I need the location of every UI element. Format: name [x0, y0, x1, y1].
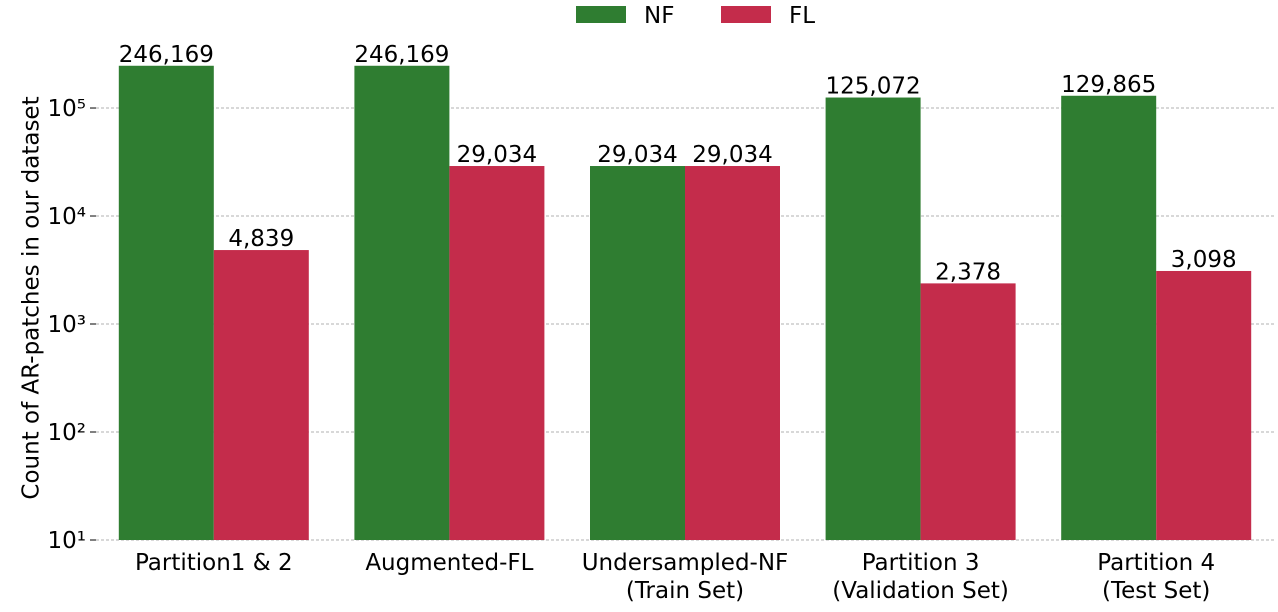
value-label: 4,839	[228, 226, 294, 252]
legend-swatch	[576, 6, 626, 23]
legend-label: FL	[789, 3, 815, 29]
x-tick-label: Partition 4 (Test Set)	[1097, 550, 1215, 604]
y-tick-label: 10³	[48, 312, 87, 338]
value-label: 29,034	[457, 142, 537, 168]
value-label: 29,034	[692, 142, 772, 168]
x-tick-label: Partition1 & 2	[135, 550, 293, 576]
x-tick-label: Augmented-FL	[365, 550, 533, 576]
legend-label: NF	[644, 3, 674, 29]
legend-swatch	[721, 6, 771, 23]
x-tick-label: Partition 3 (Validation Set)	[832, 550, 1009, 604]
value-label: 125,072	[826, 74, 921, 100]
x-tick-label: Undersampled-NF (Train Set)	[582, 550, 789, 604]
bar	[685, 166, 780, 540]
value-label: 246,169	[119, 42, 214, 68]
bar	[825, 97, 921, 540]
y-tick-label: 10⁵	[48, 96, 87, 122]
value-label: 2,378	[935, 259, 1001, 285]
bar	[118, 65, 214, 540]
value-label: 246,169	[354, 42, 449, 68]
bar	[354, 65, 450, 540]
bar	[590, 166, 685, 540]
bar	[920, 283, 1016, 540]
y-tick-label: 10⁴	[48, 204, 87, 230]
bar	[213, 250, 309, 540]
value-label: 129,865	[1061, 72, 1156, 98]
value-label: 29,034	[597, 142, 677, 168]
y-axis-label: Count of AR-patches in our dataset	[19, 96, 45, 499]
bar	[1156, 270, 1252, 540]
y-tick-label: 10¹	[48, 528, 87, 554]
value-label: 3,098	[1171, 247, 1237, 273]
y-tick-label: 10²	[48, 420, 87, 446]
bar	[1061, 95, 1157, 541]
bar	[449, 166, 545, 540]
